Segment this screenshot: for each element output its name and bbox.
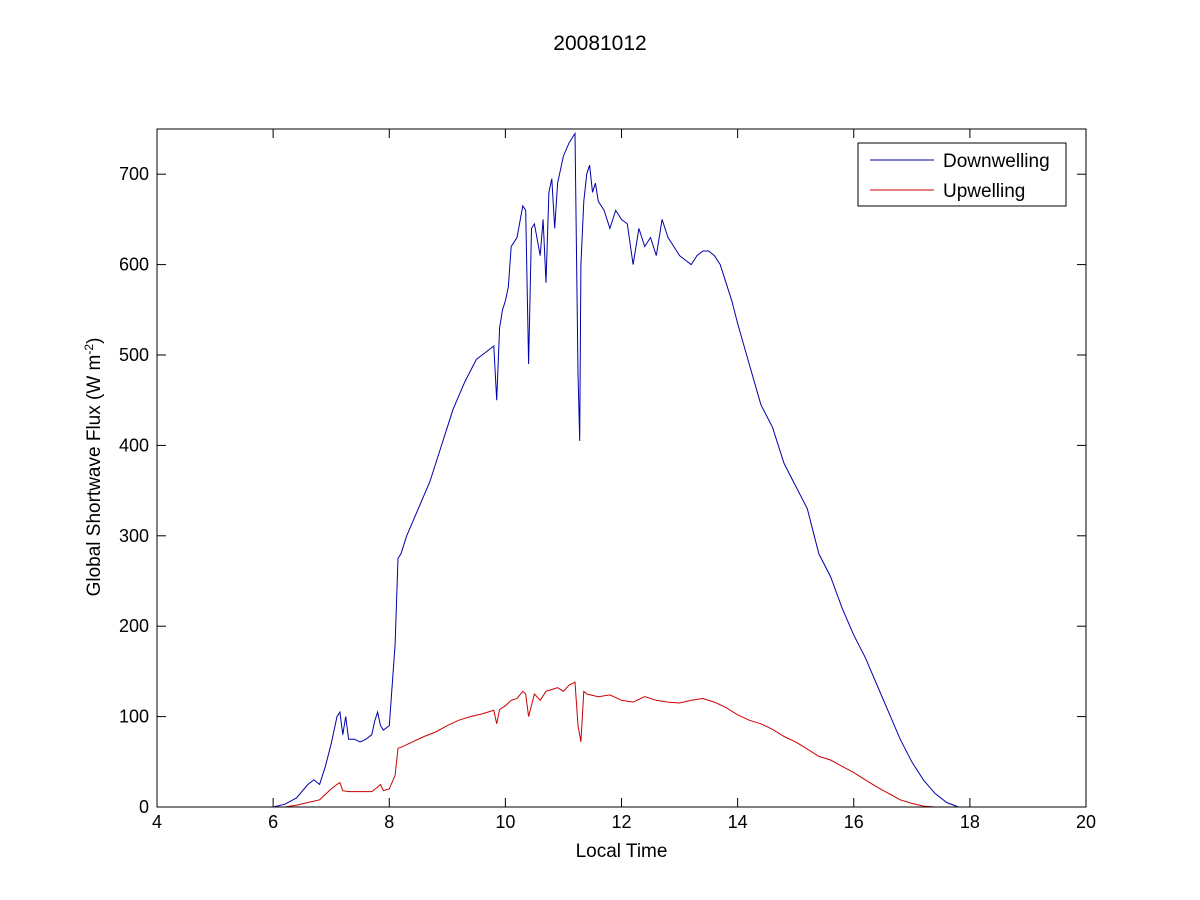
y-axis-label-superscript: -2 [81,343,96,355]
legend: Downwelling Upwelling [857,142,1067,207]
x-tick-label: 18 [960,812,980,832]
x-tick-label: 16 [844,812,864,832]
legend-label-upwelling: Upwelling [943,181,1025,202]
y-tick-label: 400 [119,435,149,455]
y-tick-label: 700 [119,164,149,184]
x-tick-label: 12 [611,812,631,832]
x-tick-label: 6 [268,812,278,832]
y-tick-label: 300 [119,526,149,546]
series-line-upwelling [273,681,947,808]
series-line-downwelling [272,131,959,808]
chart-title: 20081012 [553,32,647,55]
x-axis-label: Local Time [575,841,668,862]
y-tick-label: 100 [119,707,149,727]
series-layer [272,131,959,808]
y-axis-label-text: Global Shortwave Flux (W m [84,354,106,597]
y-tick-label: 0 [139,797,149,817]
x-tick-label: 20 [1076,812,1096,832]
x-tick-label: 14 [728,812,748,832]
x-tick-label: 10 [495,812,515,832]
y-axis-label-close: ) [84,337,106,344]
y-tick-label: 200 [119,616,149,636]
y-axis-label: Global Shortwave Flux (W m-2) [82,338,106,597]
x-tick-label: 4 [152,812,162,832]
x-tick-label: 8 [384,812,394,832]
legend-label-downwelling: Downwelling [943,151,1050,172]
y-tick-label: 500 [119,345,149,365]
legend-box [857,142,1067,207]
axes-frame [156,128,1087,808]
y-tick-label: 600 [119,255,149,275]
